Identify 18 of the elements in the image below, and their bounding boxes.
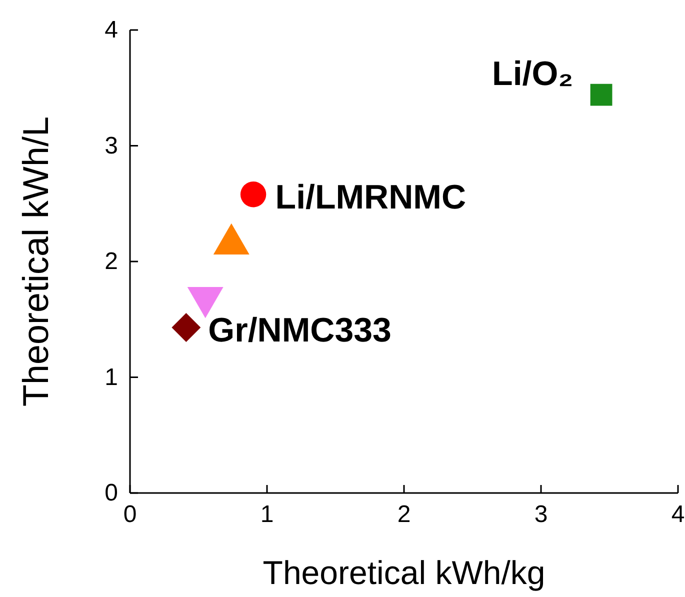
x-tick-label: 2 (397, 501, 411, 528)
series-label: Gr/NMC333 (208, 311, 392, 350)
y-tick-label: 4 (104, 16, 118, 44)
x-tick-label: 0 (123, 501, 137, 528)
x-axis-title: Theoretical kWh/kg (262, 554, 546, 591)
series-label: Li/LMRNMC (275, 178, 466, 216)
x-tick-label: 3 (534, 501, 548, 528)
series-label: Li/O₂ (492, 54, 574, 93)
point (172, 312, 201, 342)
x-tick-label: 4 (671, 501, 685, 528)
y-tick-label: 3 (104, 132, 118, 160)
y-axis-title: Theoretical kWh/L (15, 116, 56, 407)
y-tick-label: 2 (104, 248, 118, 276)
y-tick-label: 0 (104, 480, 118, 507)
point (240, 182, 266, 208)
point (590, 84, 612, 106)
x-tick-label: 1 (260, 501, 274, 528)
y-tick-label: 1 (104, 364, 118, 391)
